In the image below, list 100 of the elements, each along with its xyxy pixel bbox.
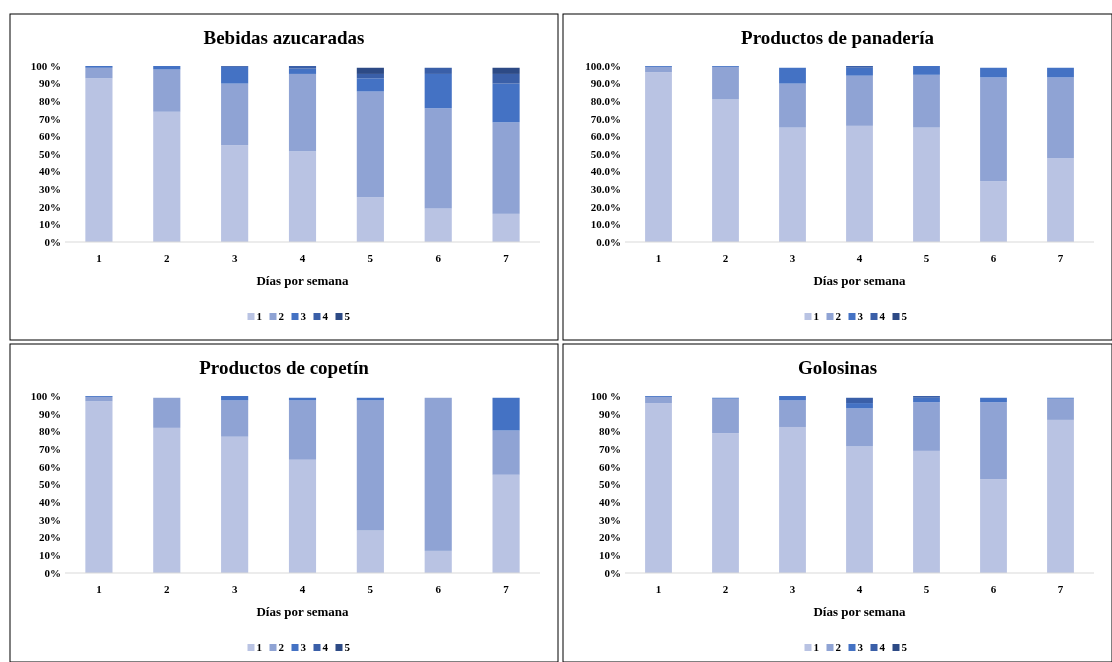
legend-label: 4	[879, 641, 886, 653]
bar	[356, 67, 384, 74]
y-tick-label: 0%	[44, 566, 61, 579]
bar	[913, 402, 940, 451]
legend-label: 1	[256, 641, 262, 653]
x-tick-label: 6	[435, 583, 442, 595]
bar	[492, 73, 520, 84]
y-tick-label: 90%	[599, 407, 621, 420]
bar	[85, 396, 113, 402]
legend-label: 5	[901, 310, 908, 322]
x-tick-label: 2	[722, 583, 729, 595]
x-axis-title: Días por semana	[813, 604, 907, 619]
bar	[712, 433, 739, 573]
bar	[1047, 158, 1074, 242]
y-tick-label: 100 %	[30, 389, 61, 402]
bar	[85, 78, 113, 242]
legend-label: 2	[835, 310, 842, 322]
y-tick-label: 10.0%	[590, 218, 621, 231]
x-tick-label: 6	[990, 583, 997, 595]
legend-label: 3	[857, 641, 864, 653]
x-tick-label: 7	[503, 583, 510, 595]
x-axis-title: Días por semana	[256, 273, 350, 288]
x-tick-label: 5	[923, 252, 930, 264]
bar	[153, 69, 181, 112]
bar	[846, 446, 873, 573]
bar	[492, 397, 520, 431]
y-tick-label: 100 %	[590, 389, 621, 402]
x-tick-label: 6	[435, 252, 442, 264]
bar	[288, 400, 317, 460]
bar	[779, 396, 806, 401]
legend-label: 3	[300, 310, 307, 322]
bar	[492, 83, 520, 123]
bar	[846, 67, 873, 76]
x-tick-label: 2	[164, 252, 171, 264]
bar	[980, 479, 1007, 573]
y-tick-label: 70.0%	[590, 112, 621, 125]
bar	[1047, 67, 1074, 78]
y-tick-label: 50%	[39, 147, 61, 160]
y-tick-label: 60%	[599, 460, 621, 473]
x-tick-label: 4	[856, 252, 863, 264]
legend-label: 1	[813, 641, 819, 653]
y-tick-label: 20%	[599, 531, 621, 544]
x-tick-label: 7	[503, 252, 510, 264]
bar	[424, 67, 452, 74]
x-tick-label: 3	[231, 583, 238, 595]
y-tick-label: 10%	[599, 549, 621, 562]
bar	[424, 550, 452, 573]
bar	[153, 111, 181, 242]
bar	[153, 397, 181, 428]
y-tick-label: 90.0%	[590, 77, 621, 90]
bar	[221, 83, 249, 146]
bar	[980, 402, 1007, 480]
bar	[424, 397, 452, 551]
bar	[85, 401, 113, 573]
bar	[712, 99, 739, 242]
chart-title: Bebidas azucaradas	[203, 27, 365, 48]
chart-title: Productos de panadería	[741, 27, 935, 48]
x-axis-title: Días por semana	[256, 604, 350, 619]
legend-label: 4	[879, 310, 886, 322]
y-tick-label: 50%	[599, 478, 621, 491]
x-tick-label: 2	[164, 583, 171, 595]
y-tick-label: 40%	[39, 496, 61, 509]
legend-label: 3	[300, 641, 307, 653]
bar	[221, 396, 249, 401]
bar	[1047, 77, 1074, 159]
bar	[492, 122, 520, 214]
y-tick-label: 30%	[599, 513, 621, 526]
chart-title: Productos de copetín	[199, 357, 370, 378]
bar	[1047, 398, 1074, 420]
x-tick-label: 5	[367, 252, 374, 264]
legend-label: 1	[813, 310, 819, 322]
x-tick-label: 3	[789, 583, 796, 595]
y-tick-label: 10%	[39, 549, 61, 562]
x-axis-title: Días por semana	[813, 273, 907, 288]
bar	[424, 108, 452, 209]
y-tick-label: 40%	[39, 165, 61, 178]
y-tick-label: 90%	[39, 407, 61, 420]
bar	[913, 450, 940, 573]
y-tick-label: 70%	[599, 442, 621, 455]
y-tick-label: 0%	[44, 235, 61, 248]
legend-label: 5	[901, 641, 908, 653]
y-tick-label: 70%	[39, 442, 61, 455]
bar	[846, 403, 873, 409]
bar	[913, 127, 940, 242]
x-tick-label: 5	[367, 583, 374, 595]
y-tick-label: 20.0%	[590, 200, 621, 213]
x-tick-label: 7	[1057, 583, 1064, 595]
y-tick-label: 30%	[39, 513, 61, 526]
bar	[221, 145, 249, 242]
y-tick-label: 30.0%	[590, 183, 621, 196]
bar	[980, 67, 1007, 78]
bar	[492, 474, 520, 573]
legend-label: 4	[322, 310, 329, 322]
x-tick-label: 4	[856, 583, 863, 595]
bar	[153, 427, 181, 573]
bar	[356, 73, 384, 79]
y-tick-label: 80%	[599, 425, 621, 438]
legend-label: 5	[344, 641, 351, 653]
bar	[980, 77, 1007, 182]
x-tick-label: 1	[96, 583, 102, 595]
